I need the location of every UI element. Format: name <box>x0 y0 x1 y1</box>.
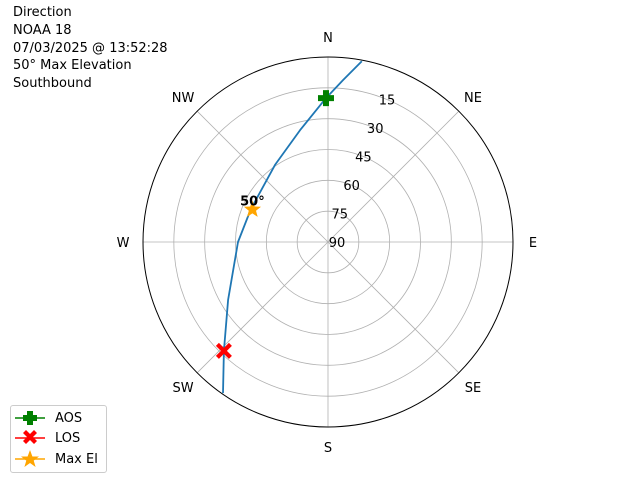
compass-label-se: SE <box>465 381 481 396</box>
radial-tick-label: 30 <box>367 122 384 137</box>
title-line: 07/03/2025 @ 13:52:28 <box>13 40 168 56</box>
grid-spoke <box>196 241 329 374</box>
aos-marker <box>317 90 334 107</box>
compass-label-e: E <box>529 236 537 251</box>
max-el-annotation: 50° <box>240 195 265 210</box>
radial-tick-label: 60 <box>343 179 360 194</box>
radial-tick-label: 75 <box>332 208 349 223</box>
compass-label-n: N <box>323 31 333 46</box>
legend-label: Max El <box>55 451 98 467</box>
pass-track-line <box>222 60 363 394</box>
compass-label-nw: NW <box>172 91 195 106</box>
radial-tick-label: 90 <box>329 236 346 251</box>
radial-tick-label: 45 <box>355 151 372 166</box>
title-line: Southbound <box>13 76 92 92</box>
grid-spoke <box>327 241 460 374</box>
legend-item-aos: AOS <box>15 408 82 428</box>
compass-label-w: W <box>117 236 130 251</box>
star-marker-icon <box>15 450 45 467</box>
compass-label-sw: SW <box>172 381 193 396</box>
grid-spoke <box>327 110 460 243</box>
legend-label: LOS <box>55 430 81 446</box>
title-line: 50° Max Elevation <box>13 58 132 74</box>
title-line: NOAA 18 <box>13 22 72 38</box>
los-marker <box>215 342 232 359</box>
chart-title: Direction NOAA 18 07/03/2025 @ 13:52:28 … <box>13 4 168 93</box>
compass-label-ne: NE <box>464 91 482 106</box>
radial-tick-label: 15 <box>379 94 396 109</box>
title-line: Direction <box>13 5 72 20</box>
legend-item-max-el: Max El <box>15 449 98 469</box>
x-marker-icon <box>15 430 45 444</box>
legend-label: AOS <box>55 410 83 426</box>
compass-label-s: S <box>324 441 332 456</box>
max-el-marker <box>243 200 261 217</box>
plus-marker-icon <box>15 411 45 425</box>
legend-item-los: LOS <box>15 428 80 448</box>
grid-spoke <box>196 110 329 243</box>
legend: AOS LOS Max El <box>10 405 107 473</box>
outer-ring <box>142 56 514 428</box>
